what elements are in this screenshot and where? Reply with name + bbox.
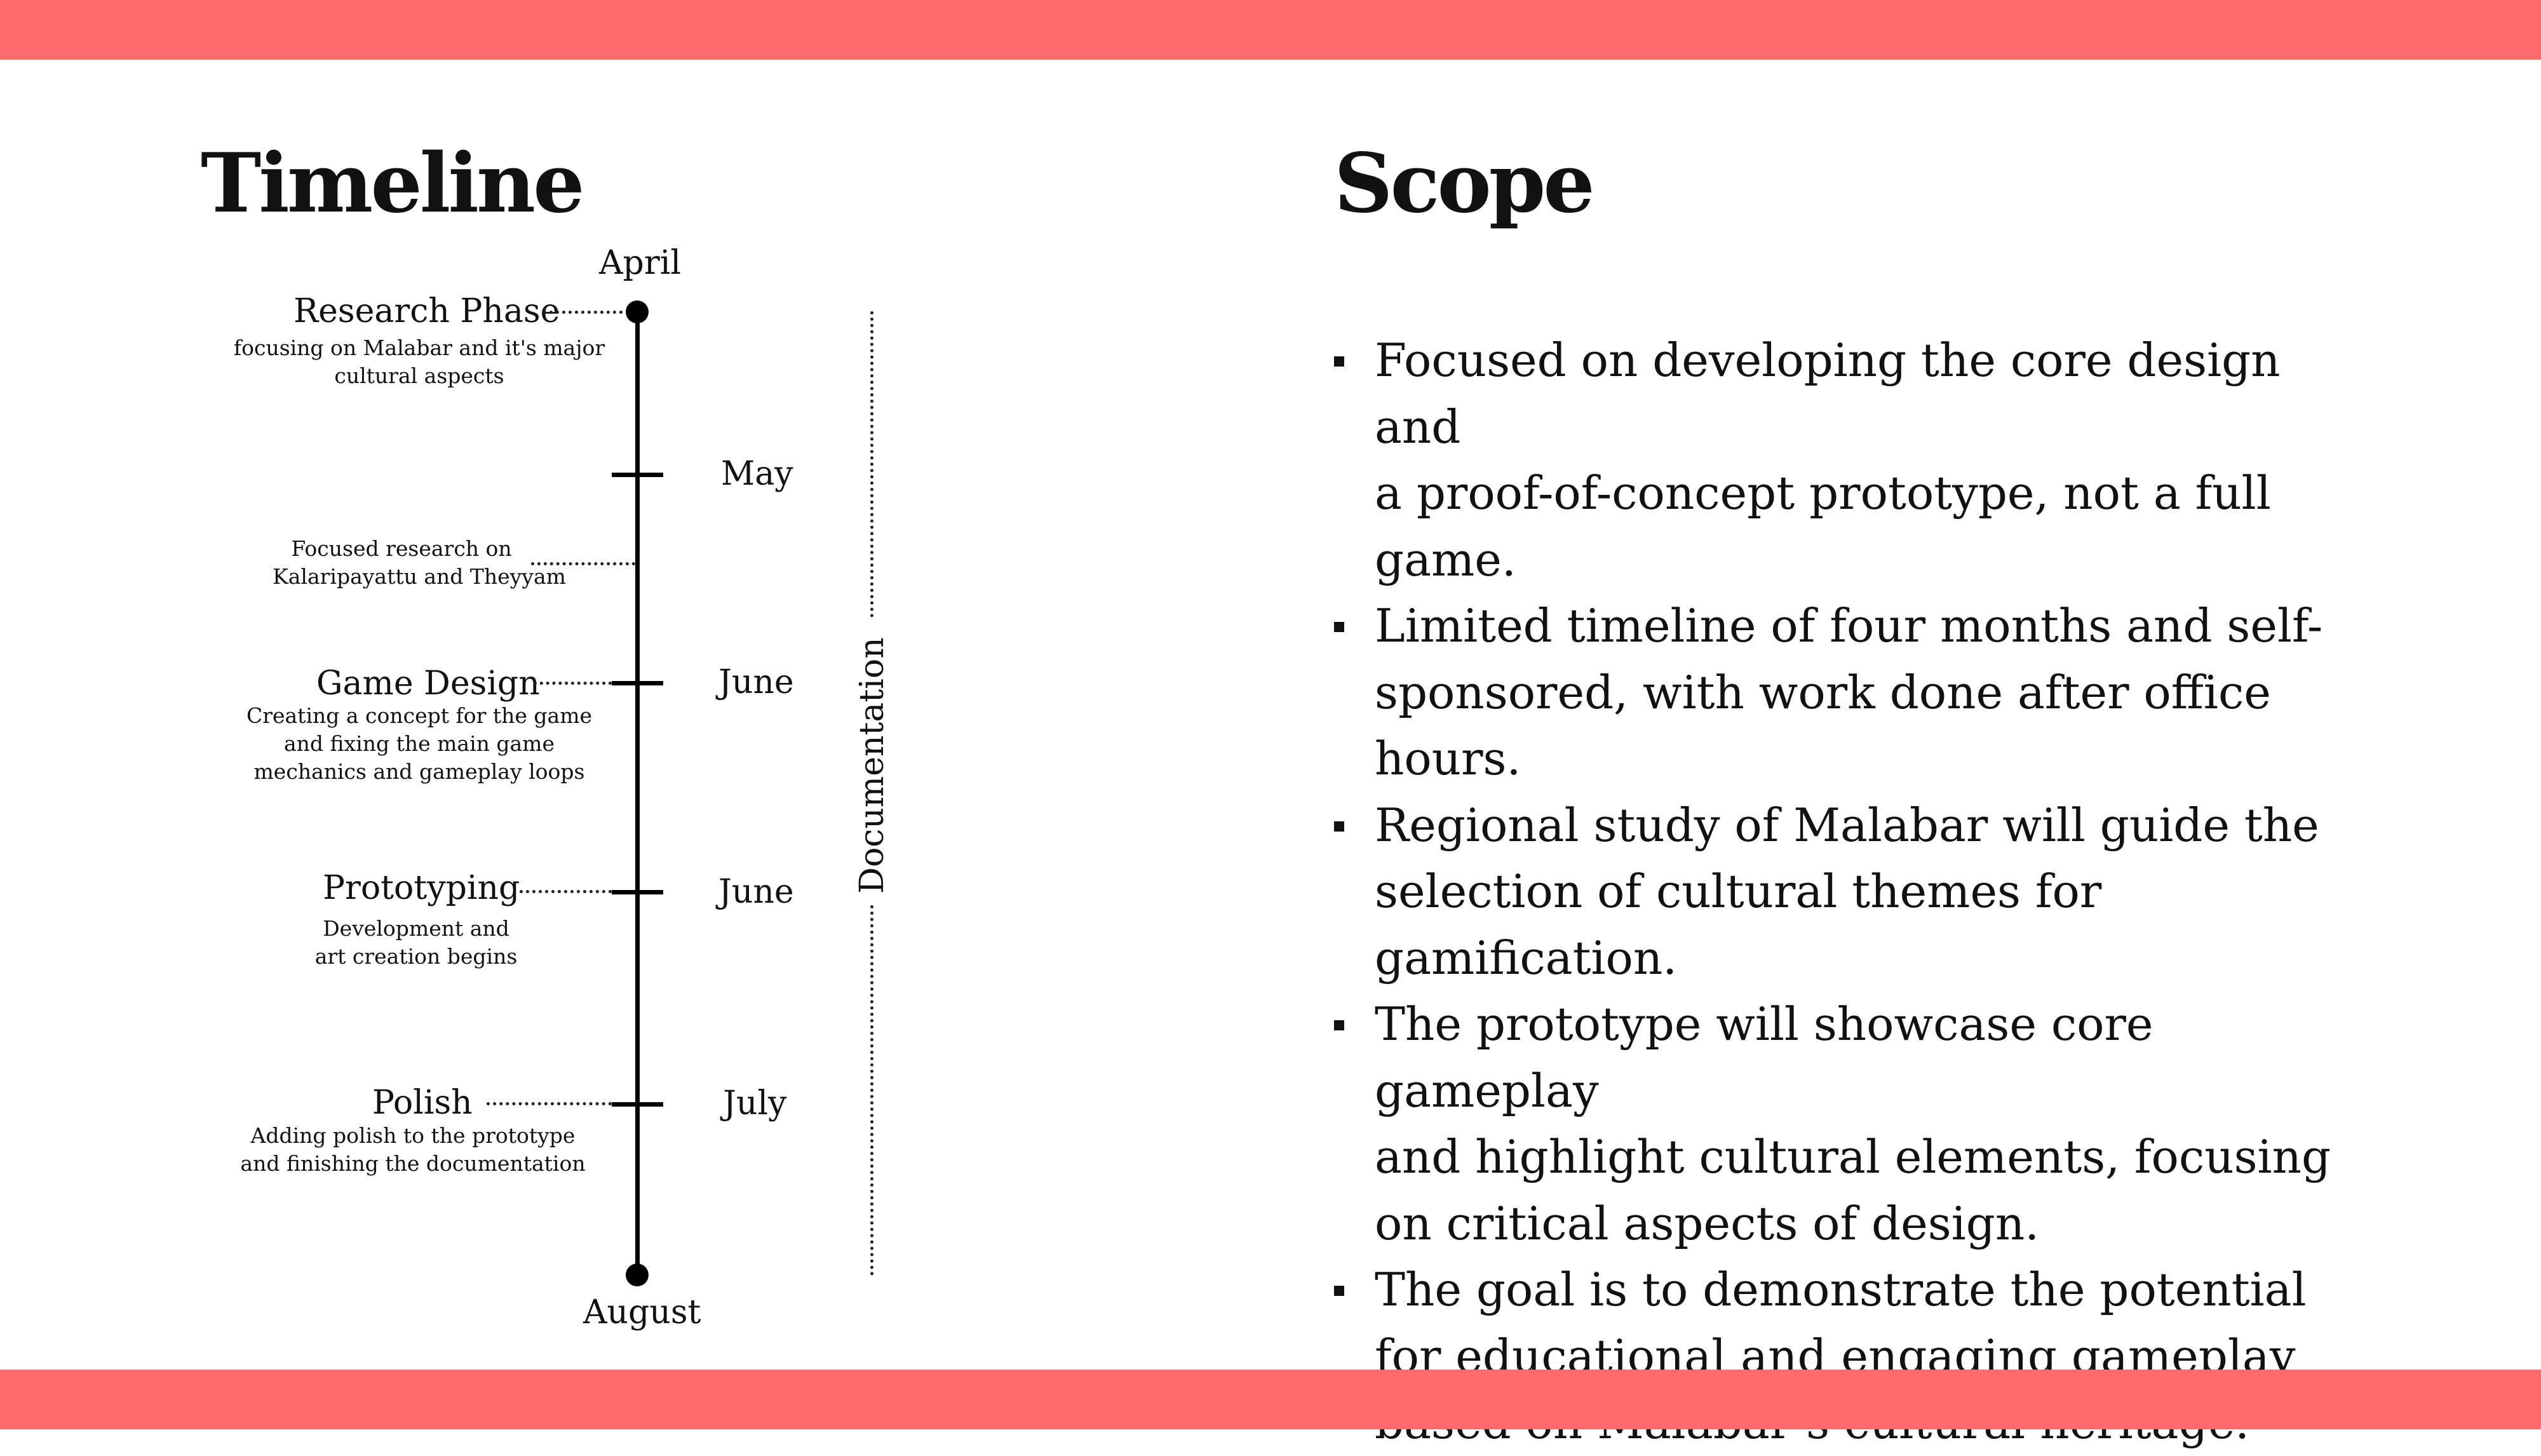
square-bullet-icon	[1334, 622, 1344, 632]
scope-item: Focused on developing the core design an…	[1331, 327, 2373, 593]
scope-item: The prototype will showcase core gamepla…	[1331, 991, 2373, 1257]
phase-leader-line	[487, 1102, 612, 1105]
month-tick-label: June	[718, 663, 794, 701]
phase-title: Game Design	[316, 664, 540, 703]
documentation-span-line-bottom	[870, 905, 873, 1276]
timeline-tick-june-1	[612, 681, 663, 685]
square-bullet-icon	[1334, 1286, 1344, 1296]
timeline-tick-may	[612, 473, 663, 477]
month-tick-label: May	[721, 455, 793, 493]
phase-title: Polish	[372, 1084, 473, 1122]
phase-leader-line	[531, 562, 635, 565]
month-tick-label: July	[723, 1084, 787, 1122]
phase-description: Creating a concept for the game and fixi…	[246, 703, 593, 784]
scope-item: Limited timeline of four months and self…	[1331, 593, 2373, 792]
phase-title: Prototyping	[323, 869, 520, 907]
timeline-tick-june-2	[612, 890, 663, 894]
phase-description: Development and art creation begins	[314, 916, 518, 969]
square-bullet-icon	[1334, 821, 1344, 832]
scope-item: Regional study of Malabar will guide the…	[1331, 792, 2373, 992]
timeline-end-dot	[626, 1264, 649, 1286]
documentation-span-line-top	[870, 311, 873, 617]
scope-heading: Scope	[1334, 136, 1595, 231]
phase-description: Adding polish to the prototype and finis…	[240, 1123, 586, 1176]
top-accent-band	[0, 0, 2541, 60]
timeline-start-dot	[626, 300, 649, 323]
square-bullet-icon	[1334, 1020, 1344, 1030]
timeline-tick-july	[612, 1102, 663, 1107]
month-end-label: August	[583, 1293, 701, 1331]
phase-title: Research Phase	[293, 292, 560, 330]
month-start-label: April	[599, 244, 681, 282]
phase-description: focusing on Malabar and it's major cultu…	[233, 335, 605, 388]
documentation-label: Documentation	[853, 637, 891, 894]
phase-leader-line	[543, 311, 623, 314]
scope-list: Focused on developing the core design an…	[1331, 327, 2373, 1456]
square-bullet-icon	[1334, 356, 1344, 367]
phase-leader-line	[534, 682, 612, 685]
phase-description: Focused research on Kalaripayattu and Th…	[273, 536, 566, 589]
timeline-spine	[635, 311, 640, 1276]
timeline-heading: Timeline	[201, 136, 584, 231]
month-tick-label: June	[718, 873, 794, 911]
bottom-accent-band	[0, 1370, 2541, 1429]
phase-leader-line	[520, 890, 612, 893]
